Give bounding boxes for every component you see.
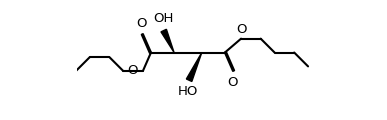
Polygon shape (161, 29, 174, 53)
Text: O: O (137, 17, 147, 30)
Text: O: O (236, 23, 246, 36)
Text: HO: HO (178, 85, 198, 98)
Text: O: O (228, 76, 238, 89)
Text: OH: OH (154, 12, 174, 25)
Polygon shape (187, 53, 202, 81)
Text: O: O (127, 64, 138, 78)
